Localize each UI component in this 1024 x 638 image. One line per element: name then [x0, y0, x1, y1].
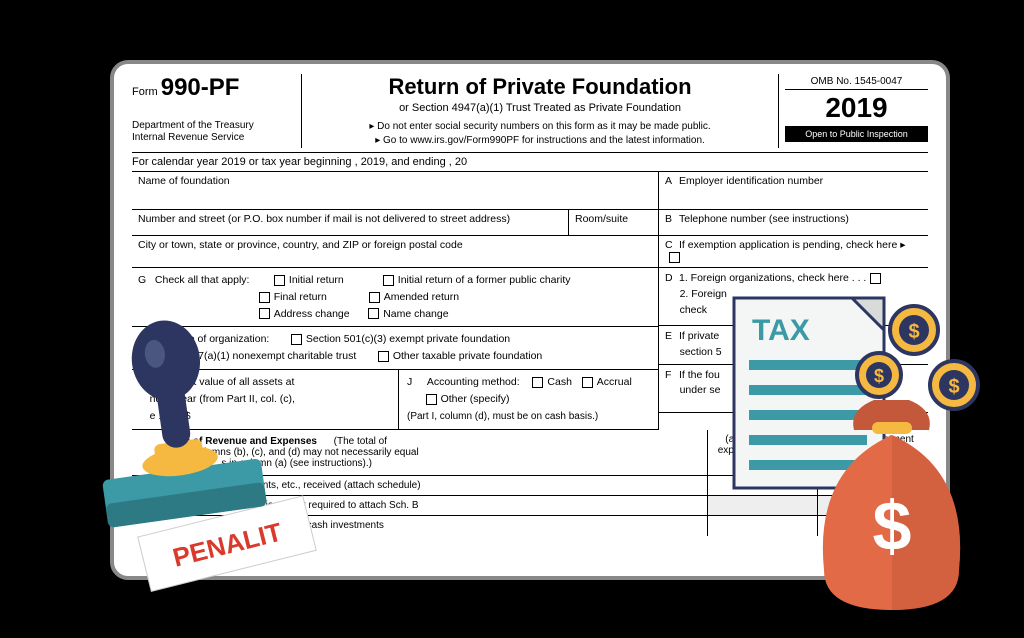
stamp-svg: PENALIT — [60, 310, 320, 610]
dept-line2: Internal Revenue Service — [132, 132, 295, 144]
d1-label: 1. Foreign organizations, check here . .… — [679, 272, 866, 284]
header-right: OMB No. 1545-0047 2019 Open to Public In… — [778, 74, 928, 148]
cb-other-method[interactable] — [426, 394, 437, 405]
h-opt1: Section 501(c)(3) exempt private foundat… — [306, 333, 510, 345]
d2b-label: check — [680, 304, 707, 316]
dept-line1: Department of the Treasury — [132, 120, 295, 132]
h-opt3: Other taxable private foundation — [393, 350, 542, 362]
note-2: ▸ Go to www.irs.gov/Form990PF for instru… — [310, 134, 770, 148]
cb-former-charity[interactable] — [383, 275, 394, 286]
svg-text:$: $ — [874, 366, 884, 386]
e2-label: section 5 — [680, 346, 722, 358]
tax-text: TAX — [752, 314, 810, 347]
ident-section: Name of foundation Number and street (or… — [132, 172, 928, 268]
svg-text:$: $ — [948, 376, 959, 398]
coin-icon: $ — [930, 361, 978, 409]
header-left: Form 990-PF Department of the Treasury I… — [132, 74, 302, 148]
svg-text:$: $ — [908, 321, 919, 343]
cb-foreign-org[interactable] — [870, 273, 881, 284]
coin-icon: $ — [857, 353, 901, 397]
e-label: If private — [679, 330, 719, 342]
tax-year: 2019 — [785, 90, 928, 126]
omb-number: OMB No. 1545-0047 — [785, 74, 928, 90]
cb-other-taxable[interactable] — [378, 351, 389, 362]
phone-field: BTelephone number (see instructions) — [659, 210, 928, 236]
form-notes: ▸ Do not enter social security numbers o… — [310, 120, 770, 148]
exemption-field: CIf exemption application is pending, ch… — [659, 236, 928, 268]
exemption-label: If exemption application is pending, che… — [679, 239, 906, 251]
foundation-name-field: Name of foundation — [132, 172, 658, 210]
exemption-checkbox[interactable] — [669, 252, 680, 263]
cb-final-return[interactable] — [259, 292, 270, 303]
header-title-block: Return of Private Foundation or Section … — [302, 74, 778, 148]
cb-initial-return[interactable] — [274, 275, 285, 286]
j-note: (Part I, column (d), must be on cash bas… — [407, 411, 598, 422]
d2a-label: 2. Foreign — [680, 288, 727, 300]
cb-accrual[interactable] — [582, 377, 593, 388]
coin-icon: $ — [890, 306, 938, 354]
f-label: If the fou — [679, 369, 720, 381]
form-word: Form — [132, 86, 158, 98]
analysis-note1: (The total of — [334, 436, 387, 447]
cb-amended-return[interactable] — [369, 292, 380, 303]
city-field: City or town, state or province, country… — [132, 236, 658, 268]
taxmoney-svg: TAX $ $ $ $ — [724, 290, 984, 620]
cb-name-change[interactable] — [368, 308, 379, 319]
g-opt-3: Initial return of a former public charit… — [398, 274, 571, 286]
f2-label: under se — [680, 384, 721, 396]
ein-field: AEmployer identification number — [659, 172, 928, 210]
j-accrual: Accrual — [597, 376, 632, 388]
form-number: 990-PF — [161, 74, 240, 101]
j-cash: Cash — [547, 376, 572, 388]
j-other: Other (specify) — [441, 393, 510, 405]
j-label: Accounting method: — [427, 376, 520, 388]
g-opt-4: Amended return — [384, 291, 459, 303]
phone-label: Telephone number (see instructions) — [679, 213, 849, 225]
svg-text:$: $ — [873, 487, 912, 565]
ein-label: Employer identification number — [679, 175, 823, 187]
address-row: Number and street (or P.O. box number if… — [132, 210, 658, 236]
period-line: For calendar year 2019 or tax year begin… — [132, 153, 928, 172]
ident-right: AEmployer identification number BTelepho… — [658, 172, 928, 268]
note-1: ▸ Do not enter social security numbers o… — [310, 120, 770, 134]
tax-money-icon: TAX $ $ $ $ — [724, 290, 984, 620]
g-opt-1: Final return — [274, 291, 327, 303]
public-inspection-label: Open to Public Inspection — [785, 126, 928, 142]
cb-cash[interactable] — [532, 377, 543, 388]
g-opt-0: Initial return — [289, 274, 344, 286]
ident-left: Name of foundation Number and street (or… — [132, 172, 658, 268]
penalty-stamp-icon: PENALIT — [60, 310, 320, 610]
section-j: J Accounting method: Cash Accrual Other … — [398, 370, 658, 430]
form-title: Return of Private Foundation — [310, 74, 770, 100]
form-subtitle: or Section 4947(a)(1) Trust Treated as P… — [310, 102, 770, 114]
g-opt-5: Name change — [383, 308, 448, 320]
g-label: Check all that apply: — [155, 274, 250, 286]
street-field: Number and street (or P.O. box number if… — [132, 210, 568, 236]
department: Department of the Treasury Internal Reve… — [132, 120, 295, 144]
form-header: Form 990-PF Department of the Treasury I… — [132, 74, 928, 153]
room-field: Room/suite — [568, 210, 658, 236]
